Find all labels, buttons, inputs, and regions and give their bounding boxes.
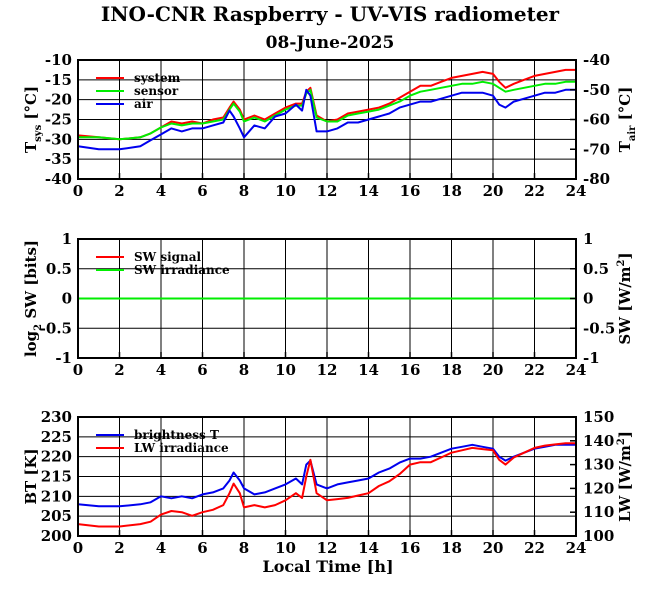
panel-temperature: 0 2 4 6 8 10 12 14 16 18 20 22 24-40-35-30-25-20-15-… xyxy=(22,51,638,200)
x-tick-label: 2 xyxy=(114,539,124,557)
x-tick-label: 4 xyxy=(156,182,166,200)
legend-label: SW irradiance xyxy=(134,263,230,277)
y-right-axis-label: Tair [°C] xyxy=(616,87,638,153)
y-left-axis-label: log2 SW [bits] xyxy=(22,240,44,357)
y-left-axis-label: Tsys [°C] xyxy=(22,86,44,153)
x-tick-label: 22 xyxy=(524,361,545,379)
x-tick-label: 0 xyxy=(73,361,83,379)
y-right-tick-label: 100 xyxy=(583,527,614,545)
x-tick-label: 4 xyxy=(156,539,166,557)
y-right-tick-label: 140 xyxy=(583,432,614,450)
y-right-tick-label: 130 xyxy=(583,456,614,474)
x-tick-label: 22 xyxy=(524,539,545,557)
chart-subtitle: 08-June-2025 xyxy=(266,33,395,53)
x-tick-label: 12 xyxy=(317,539,338,557)
x-tick-label: 2 xyxy=(114,182,124,200)
y-right-tick-label: 150 xyxy=(583,408,614,426)
x-tick-label: 6 xyxy=(197,361,207,379)
panel-shortwave: 0 2 4 6 8 10 12 14 16 18 20 22 24-1-0.500.51-1-0.500… xyxy=(22,230,634,379)
y-right-tick-label: 0.5 xyxy=(583,260,609,278)
x-tick-label: 14 xyxy=(358,182,379,200)
x-tick-label: 6 xyxy=(197,182,207,200)
y-left-tick-label: 200 xyxy=(41,527,72,545)
figure: INO-CNR Raspberry - UV-VIS radiometer 08… xyxy=(0,0,660,595)
y-left-tick-label: 0.5 xyxy=(46,260,72,278)
y-left-tick-label: 0 xyxy=(62,290,72,308)
y-right-tick-label: 110 xyxy=(583,503,614,521)
legend-label: brightness T xyxy=(134,428,219,442)
y-left-tick-label: -1 xyxy=(55,349,72,367)
x-tick-label: 6 xyxy=(197,539,207,557)
x-tick-label: 16 xyxy=(400,539,421,557)
x-tick-label: 20 xyxy=(483,361,504,379)
y-left-tick-label: -0.5 xyxy=(40,319,72,337)
y-left-tick-label: -20 xyxy=(45,91,72,109)
x-tick-label: 20 xyxy=(483,539,504,557)
x-tick-label: 8 xyxy=(239,361,249,379)
x-tick-label: 18 xyxy=(441,361,462,379)
x-tick-label: 8 xyxy=(239,182,249,200)
chart-title: INO-CNR Raspberry - UV-VIS radiometer xyxy=(101,2,560,26)
y-right-axis-label: SW [W/m2] xyxy=(616,252,634,344)
x-tick-label: 16 xyxy=(400,182,421,200)
x-tick-label: 14 xyxy=(358,539,379,557)
y-right-tick-label: -80 xyxy=(583,170,610,188)
y-right-tick-label: -70 xyxy=(583,140,610,158)
x-axis-label: Local Time [h] xyxy=(262,557,393,576)
y-left-tick-label: 1 xyxy=(62,230,72,248)
x-tick-label: 0 xyxy=(73,182,83,200)
y-left-tick-label: -30 xyxy=(45,130,72,148)
y-left-tick-label: -10 xyxy=(45,51,72,69)
y-right-tick-label: 1 xyxy=(583,230,593,248)
x-tick-label: 18 xyxy=(441,539,462,557)
panels: 0 2 4 6 8 10 12 14 16 18 20 22 24-40-35-30-25-20-15-… xyxy=(22,51,638,557)
x-tick-label: 18 xyxy=(441,182,462,200)
x-tick-label: 20 xyxy=(483,182,504,200)
y-left-tick-label: -40 xyxy=(45,170,72,188)
y-left-tick-label: 210 xyxy=(41,487,72,505)
x-tick-label: 10 xyxy=(275,539,296,557)
y-right-tick-label: -60 xyxy=(583,111,610,129)
legend-label: SW signal xyxy=(134,250,202,264)
y-right-tick-label: 120 xyxy=(583,479,614,497)
y-right-axis-label: LW [W/m2] xyxy=(616,431,634,522)
x-tick-label: 14 xyxy=(358,361,379,379)
legend-label: system xyxy=(134,71,181,85)
x-tick-label: 10 xyxy=(275,182,296,200)
y-left-tick-label: -35 xyxy=(45,150,72,168)
x-tick-label: 0 xyxy=(73,539,83,557)
y-left-tick-label: 205 xyxy=(41,507,72,525)
x-tick-label: 22 xyxy=(524,182,545,200)
x-tick-label: 4 xyxy=(156,361,166,379)
y-right-tick-label: -1 xyxy=(583,349,600,367)
x-tick-label: 16 xyxy=(400,361,421,379)
x-tick-label: 2 xyxy=(114,361,124,379)
y-right-tick-label: -40 xyxy=(583,51,610,69)
y-left-axis-label: BT [K] xyxy=(22,448,40,504)
y-right-tick-label: -50 xyxy=(583,81,610,99)
x-tick-label: 12 xyxy=(317,182,338,200)
y-right-tick-label: 0 xyxy=(583,290,593,308)
panel-longwave: 0 2 4 6 8 10 12 14 16 18 20 22 242002052102152202252… xyxy=(22,408,634,557)
legend-label: LW irradiance xyxy=(134,441,229,455)
y-left-tick-label: 220 xyxy=(41,448,72,466)
y-left-tick-label: 225 xyxy=(41,428,72,446)
y-left-tick-label: 230 xyxy=(41,408,72,426)
legend-label: sensor xyxy=(134,84,179,98)
y-left-tick-label: -15 xyxy=(45,71,72,89)
legend-label: air xyxy=(134,97,153,111)
y-right-tick-label: -0.5 xyxy=(583,319,615,337)
x-tick-label: 12 xyxy=(317,361,338,379)
y-left-tick-label: 215 xyxy=(41,468,72,486)
y-left-tick-label: -25 xyxy=(45,111,72,129)
x-tick-label: 10 xyxy=(275,361,296,379)
x-tick-label: 8 xyxy=(239,539,249,557)
